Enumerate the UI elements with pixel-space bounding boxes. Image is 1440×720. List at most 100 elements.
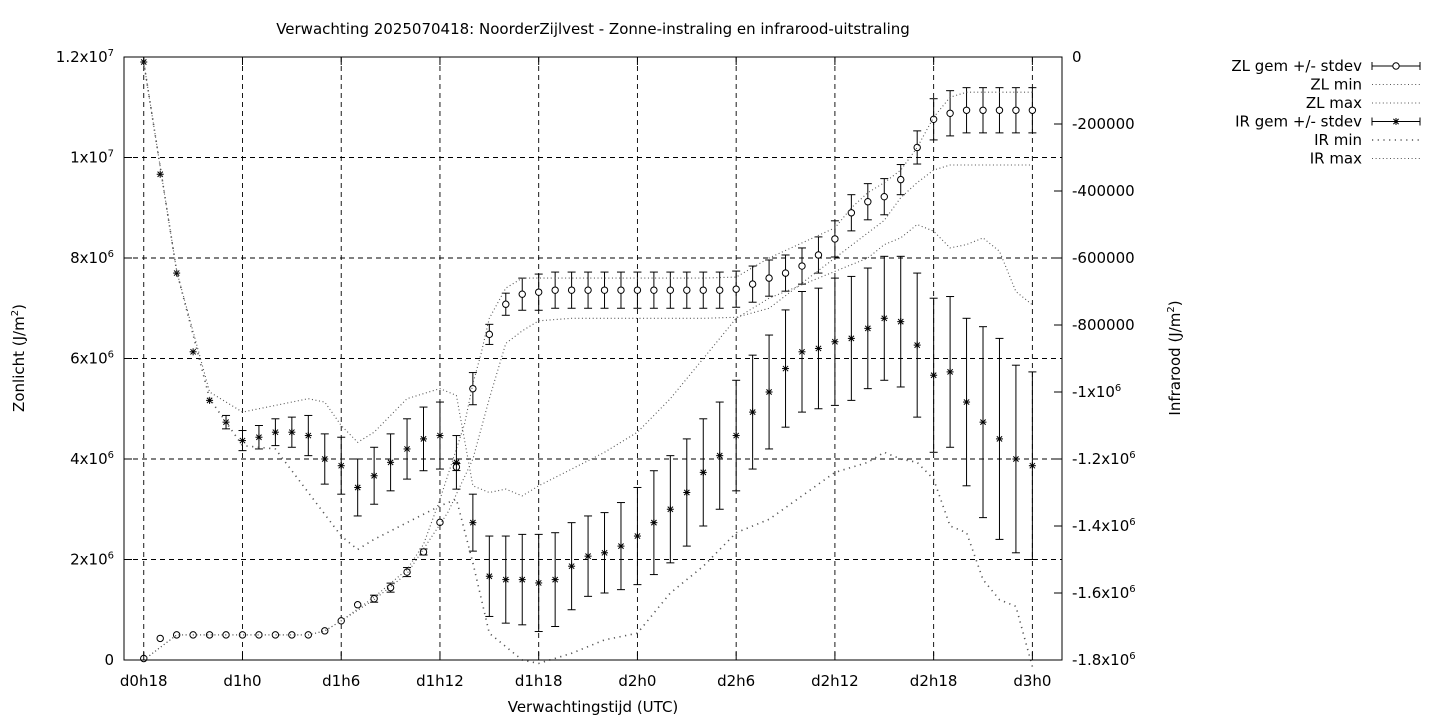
y-axis-label-right-sup: 2 — [1166, 306, 1177, 312]
data-point — [913, 143, 921, 152]
legend-entry: ZL gem +/- stdev — [1231, 57, 1421, 75]
x-axis-label: Verwachtingstijd (UTC) — [508, 698, 679, 716]
data-point — [534, 288, 543, 296]
grid — [124, 57, 1062, 660]
data-point — [897, 175, 905, 184]
data-point — [633, 532, 641, 540]
data-point — [897, 318, 905, 326]
legend-label: IR gem +/- stdev — [1235, 113, 1362, 131]
data-point — [370, 472, 378, 480]
tick-label-x: d0h18 — [120, 672, 168, 690]
data-point — [205, 631, 214, 639]
data-point — [699, 468, 707, 476]
data-point — [847, 209, 856, 217]
series-2 — [143, 91, 1033, 661]
data-point — [567, 286, 576, 294]
data-point — [946, 368, 954, 376]
legend-label: IR max — [1310, 150, 1362, 168]
data-point — [963, 398, 971, 406]
tick-label-y-right-base: -1.6x10 — [1072, 584, 1129, 602]
data-point — [502, 300, 510, 308]
tick-label-y-right-base: -600000 — [1072, 249, 1135, 267]
data-point — [666, 286, 675, 294]
tick-label-y-right-base: -400000 — [1072, 182, 1135, 200]
series-line — [143, 91, 1033, 661]
tick-label-y-right-base: -1.4x10 — [1072, 517, 1129, 535]
tick-label-x-base: d1h18 — [515, 672, 563, 690]
data-point — [929, 115, 938, 124]
tick-label-y-left-base: 1.2x10 — [56, 48, 108, 66]
tick-label-y-left: 8x106 — [70, 249, 114, 267]
legend-label: IR min — [1314, 131, 1362, 149]
legend-label: ZL gem +/- stdev — [1231, 57, 1362, 75]
tick-label-y-left-base: 4x10 — [70, 450, 108, 468]
data-point — [732, 285, 740, 293]
legend-entry: IR min — [1314, 131, 1420, 149]
data-point — [716, 452, 724, 460]
tick-label-y-left: 2x106 — [70, 551, 114, 569]
data-point — [189, 348, 197, 356]
tick-label-y-right-base: -1.2x10 — [1072, 450, 1129, 468]
data-point — [337, 462, 345, 470]
data-point — [452, 458, 460, 466]
data-point — [765, 274, 773, 282]
data-point — [814, 344, 822, 352]
data-point — [420, 435, 428, 443]
data-point — [979, 418, 987, 426]
tick-labels: d0h18 d1h0 d1h6 d1h12 d1h18 d2h0 d2h6 d2h12 d2h1… — [56, 48, 1136, 690]
data-point — [748, 280, 757, 288]
y-axis-label-right: Infrarood (J/m2) — [1166, 300, 1184, 415]
data-point — [370, 594, 378, 603]
tick-label-y-right: -1x106 — [1072, 383, 1121, 401]
data-point — [633, 286, 642, 294]
y-axis-label-right-close: ) — [1166, 300, 1184, 306]
data-point — [518, 290, 526, 298]
tick-label-y-right: -1.6x106 — [1072, 584, 1136, 602]
data-point — [584, 552, 592, 560]
data-point — [880, 192, 888, 201]
data-point — [930, 371, 938, 379]
data-point — [798, 348, 806, 356]
data-point — [814, 251, 823, 259]
legend-label: ZL max — [1306, 94, 1362, 112]
ticks — [124, 56, 1062, 661]
data-point — [765, 388, 773, 396]
tick-label-y-left: 0 — [104, 651, 114, 669]
tick-label-y-right: -600000 — [1072, 249, 1135, 267]
series-layer — [140, 58, 1037, 667]
tick-label-x: d1h18 — [515, 672, 563, 690]
tick-label-y-left: 1.2x107 — [56, 48, 114, 66]
tick-label-x-base: d2h0 — [618, 672, 656, 690]
data-point — [271, 428, 279, 436]
data-point — [716, 286, 724, 294]
data-point — [469, 519, 477, 527]
tick-label-x-base: d3h0 — [1013, 672, 1051, 690]
tick-label-y-right-base: -200000 — [1072, 115, 1135, 133]
tick-label-y-right-sup: 6 — [1129, 584, 1135, 595]
data-point — [321, 455, 329, 463]
data-point — [535, 579, 543, 587]
tick-label-x-base: d1h0 — [223, 672, 261, 690]
tick-label-x: d1h12 — [416, 672, 464, 690]
data-point — [1028, 462, 1036, 470]
series-line — [142, 61, 1034, 667]
tick-label-y-right-base: -1x10 — [1072, 383, 1115, 401]
data-point — [995, 435, 1003, 443]
series-1 — [143, 164, 1033, 661]
data-point — [847, 334, 855, 342]
data-point — [354, 483, 362, 491]
data-point — [831, 235, 839, 243]
data-point — [650, 286, 658, 294]
tick-label-x: d2h18 — [910, 672, 958, 690]
data-point — [782, 365, 790, 373]
legend-swatch-marker — [1392, 62, 1400, 70]
series-line — [143, 164, 1033, 661]
data-point — [913, 341, 921, 349]
data-point — [683, 489, 691, 496]
data-point — [419, 548, 428, 556]
tick-label-y-right-sup: 6 — [1129, 651, 1135, 662]
tick-label-y-left-sup: 6 — [108, 551, 114, 562]
tick-label-y-left-base: 8x10 — [70, 249, 108, 267]
